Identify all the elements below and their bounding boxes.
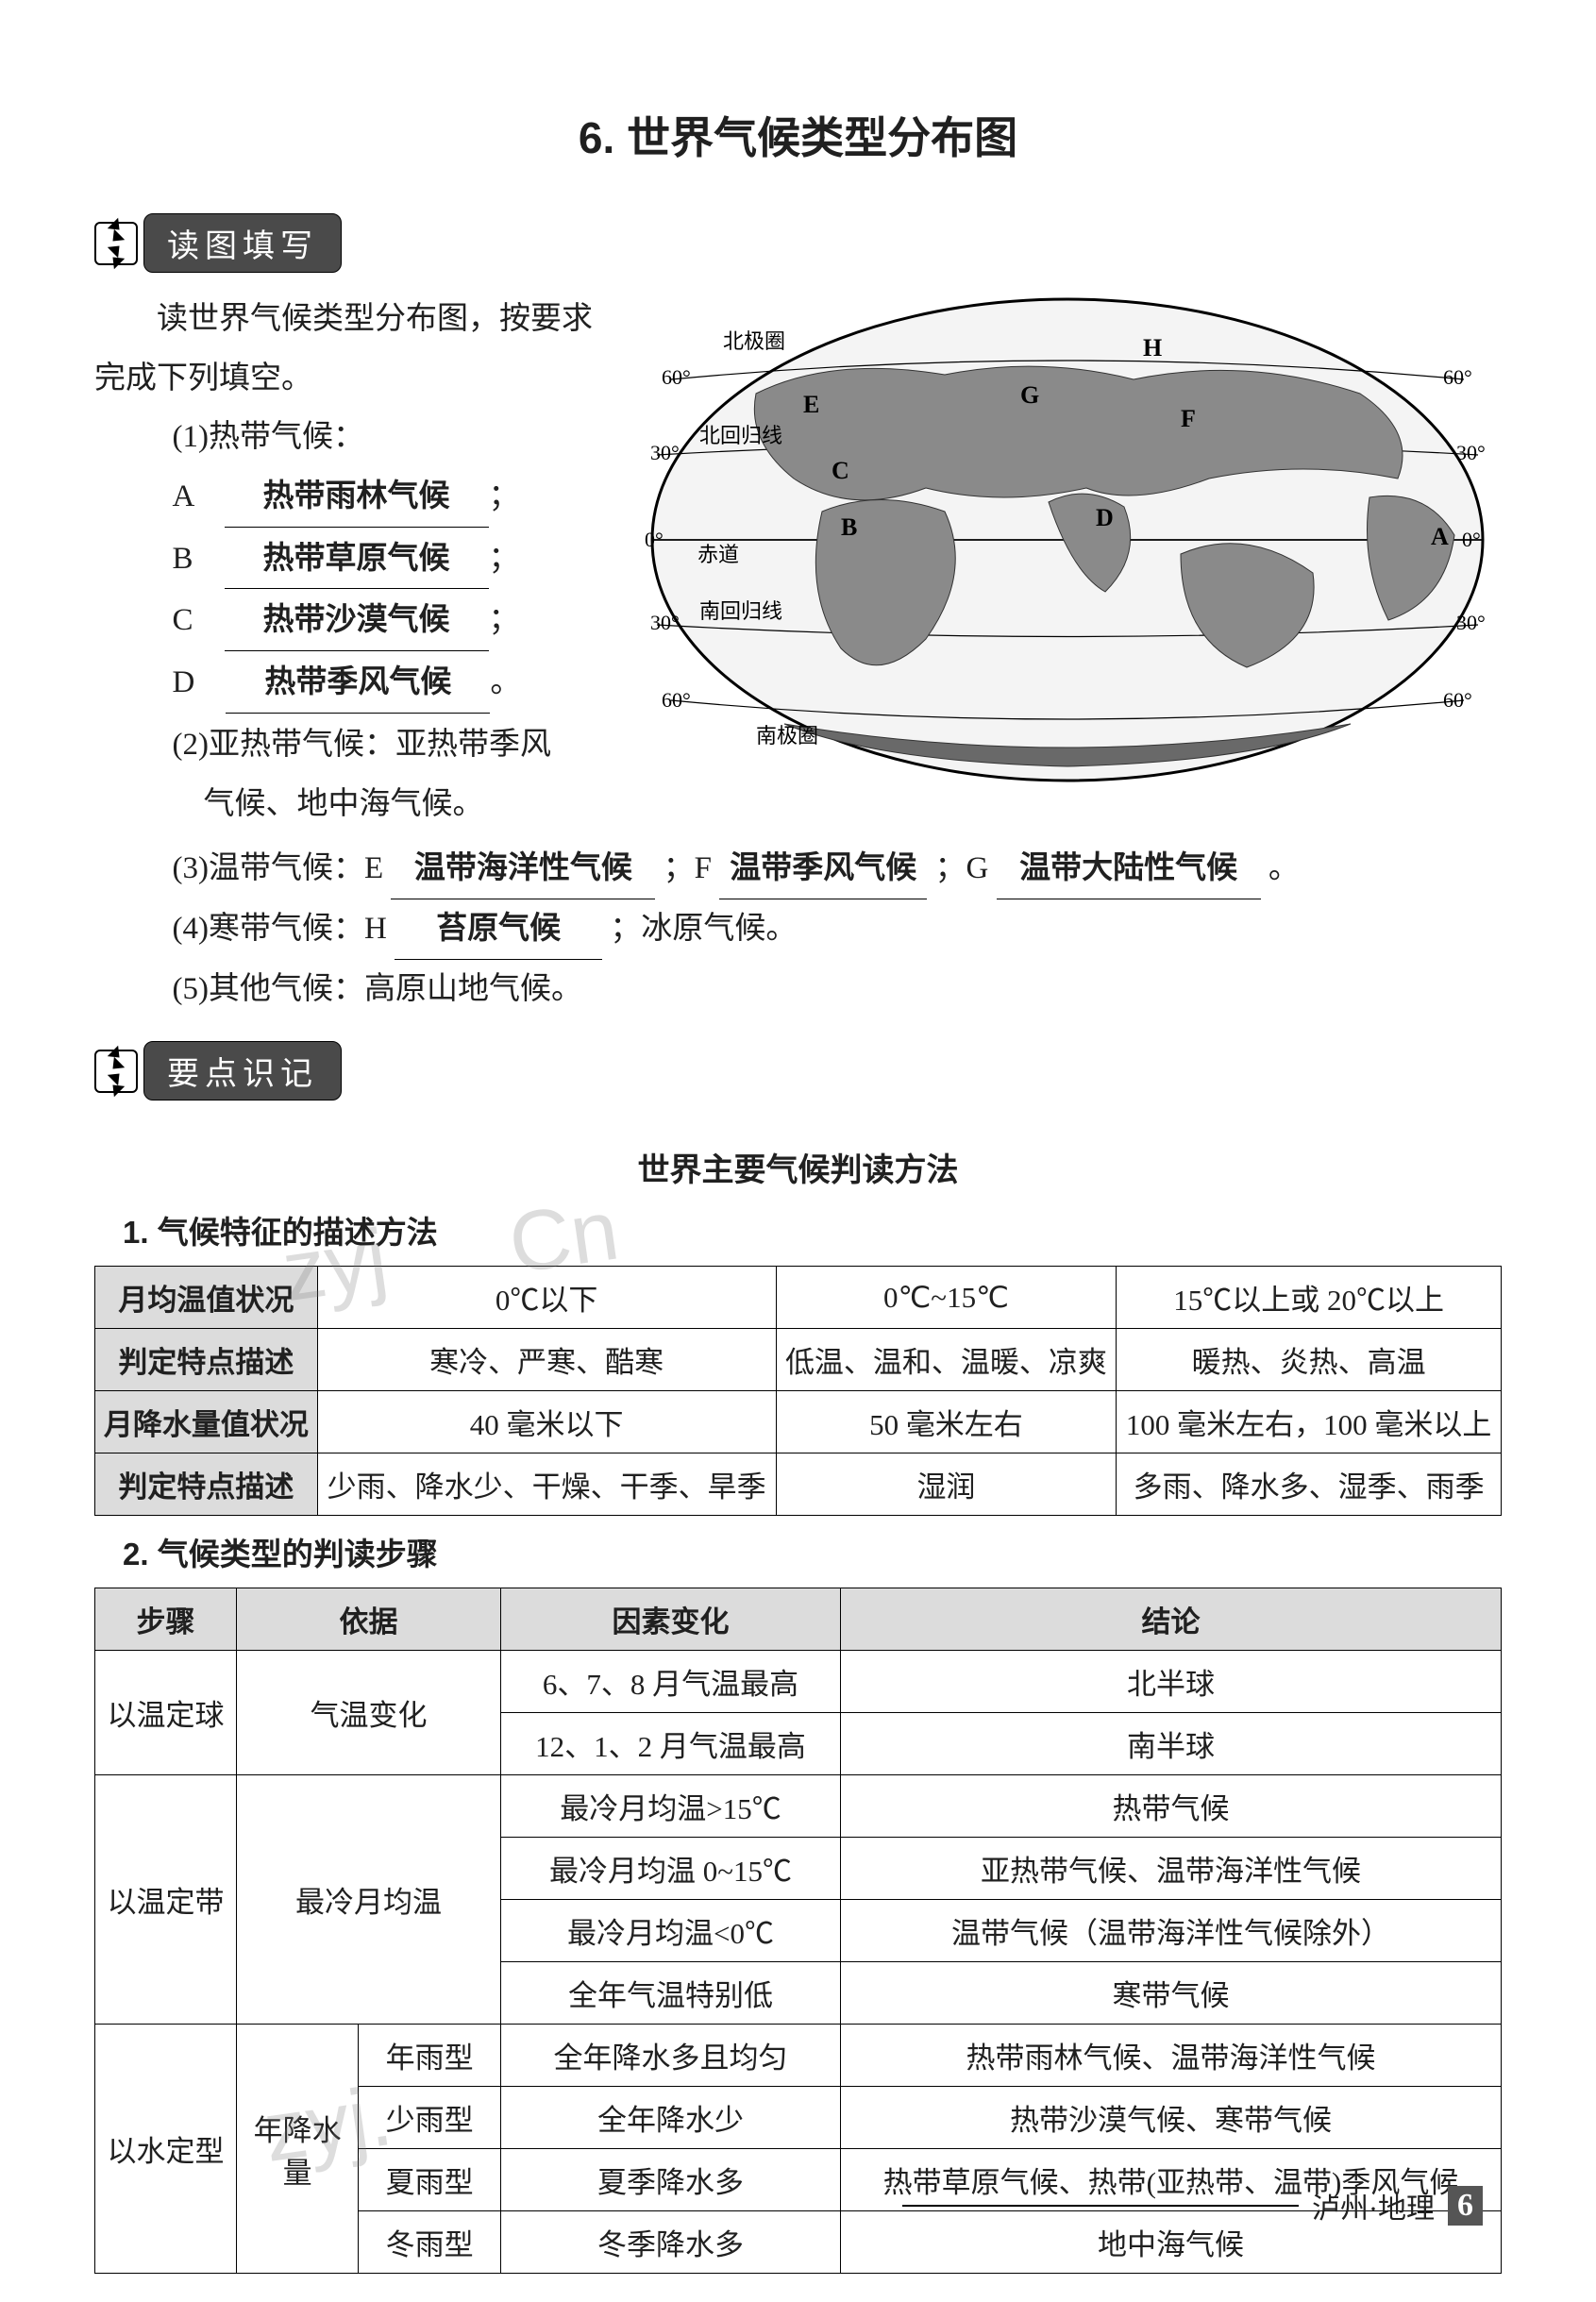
q2-line2: 气候、地中海气候。 — [94, 775, 604, 834]
q1c-letter: C — [173, 603, 193, 637]
q3-line: (3)温带气候：E 温带海洋性气候 ；F 温带季风气候 ；G 温带大陆性气候 。 — [94, 839, 1502, 899]
methods-subtitle: 世界主要气候判读方法 — [94, 1144, 1502, 1190]
badge-text: 读图填写 — [143, 213, 342, 273]
table-row: 月均温值状况 0℃以下 0℃~15℃ 15℃以上或 20℃以上 — [95, 1267, 1502, 1329]
svg-text:E: E — [803, 391, 819, 418]
footer-text: 泸州·地理 — [1312, 2185, 1435, 2226]
q5-line: (5)其他气候：高原山地气候。 — [94, 960, 1502, 1019]
badge-decor-icon — [94, 222, 138, 265]
svg-text:北回归线: 北回归线 — [699, 424, 782, 447]
q4-line: (4)寒带气候：H 苔原气候 ；冰原气候。 — [94, 899, 1502, 960]
svg-text:南极圈: 南极圈 — [756, 724, 818, 748]
svg-text:60°: 60° — [662, 688, 691, 712]
q1c-answer: 热带沙漠气候 — [225, 591, 489, 651]
svg-text:G: G — [1020, 381, 1039, 409]
world-climate-map: 60° 30° 0° 30° 60° 60° 30° 0° 30° 60° 北极… — [632, 290, 1502, 833]
fill-blank-column: 读世界气候类型分布图，按要求完成下列填空。 (1)热带气候： A 热带雨林气候；… — [94, 290, 604, 833]
svg-text:60°: 60° — [1443, 688, 1472, 712]
svg-text:南回归线: 南回归线 — [699, 599, 782, 623]
badge-text: 要点识记 — [143, 1041, 342, 1101]
svg-text:赤道: 赤道 — [697, 543, 739, 566]
q3g-answer: 温带大陆性气候 — [997, 839, 1261, 899]
q1a-answer: 热带雨林气候 — [225, 467, 489, 528]
page-number: 6 — [1448, 2186, 1483, 2226]
table1-heading: 1. 气候特征的描述方法 — [123, 1207, 1502, 1252]
table-row: 以温定带 最冷月均温 最冷月均温>15℃热带气候 — [95, 1775, 1502, 1838]
section-badge-read: 读图填写 — [94, 213, 342, 273]
badge-decor-icon — [94, 1050, 138, 1093]
svg-text:30°: 30° — [650, 611, 680, 634]
q1b-answer: 热带草原气候 — [225, 529, 489, 590]
page-title: 6. 世界气候类型分布图 — [94, 104, 1502, 166]
svg-text:B: B — [841, 513, 857, 541]
table-header-row: 步骤 依据 因素变化 结论 — [95, 1588, 1502, 1651]
q1a-letter: A — [173, 479, 193, 513]
svg-text:A: A — [1431, 523, 1449, 550]
table-characteristics: 月均温值状况 0℃以下 0℃~15℃ 15℃以上或 20℃以上 判定特点描述 寒… — [94, 1266, 1502, 1516]
table2-heading: 2. 气候类型的判读步骤 — [123, 1529, 1502, 1574]
svg-text:60°: 60° — [662, 365, 691, 389]
q1d-letter: D — [173, 665, 195, 699]
table-row: 月降水量值状况 40 毫米以下 50 毫米左右 100 毫米左右，100 毫米以… — [95, 1391, 1502, 1453]
intro-text: 读世界气候类型分布图，按要求完成下列填空。 — [94, 290, 604, 408]
svg-text:H: H — [1143, 334, 1162, 361]
svg-text:60°: 60° — [1443, 365, 1472, 389]
svg-text:30°: 30° — [1456, 441, 1486, 464]
q1d-answer: 热带季风气候 — [226, 653, 490, 714]
svg-text:0°: 0° — [645, 528, 664, 551]
svg-text:0°: 0° — [1462, 528, 1481, 551]
svg-text:F: F — [1181, 405, 1196, 432]
q2-line1: (2)亚热带气候：亚热带季风 — [94, 715, 604, 775]
svg-text:北极圈: 北极圈 — [723, 329, 785, 353]
q1b-letter: B — [173, 542, 193, 576]
q3e-answer: 温带海洋性气候 — [391, 839, 655, 899]
svg-text:C: C — [832, 457, 849, 484]
section-badge-key: 要点识记 — [94, 1041, 342, 1101]
svg-text:D: D — [1096, 504, 1114, 531]
q1-label: (1)热带气候： — [94, 408, 604, 467]
table-row: 以水定型 年降水量 年雨型 全年降水多且均匀热带雨林气候、温带海洋性气候 — [95, 2025, 1502, 2087]
q4h-answer: 苔原气候 — [395, 899, 602, 960]
q3f-answer: 温带季风气候 — [719, 839, 927, 899]
page-footer: 泸州·地理 6 — [902, 2185, 1483, 2226]
table-row: 判定特点描述 寒冷、严寒、酷寒 低温、温和、温暖、凉爽 暖热、炎热、高温 — [95, 1329, 1502, 1391]
svg-text:30°: 30° — [1456, 611, 1486, 634]
table-steps: 步骤 依据 因素变化 结论 以温定球 气温变化 6、7、8 月气温最高北半球 1… — [94, 1588, 1502, 2274]
table-row: 以温定球 气温变化 6、7、8 月气温最高北半球 — [95, 1651, 1502, 1713]
svg-text:30°: 30° — [650, 441, 680, 464]
table-row: 判定特点描述 少雨、降水少、干燥、干季、旱季 湿润 多雨、降水多、湿季、雨季 — [95, 1453, 1502, 1516]
